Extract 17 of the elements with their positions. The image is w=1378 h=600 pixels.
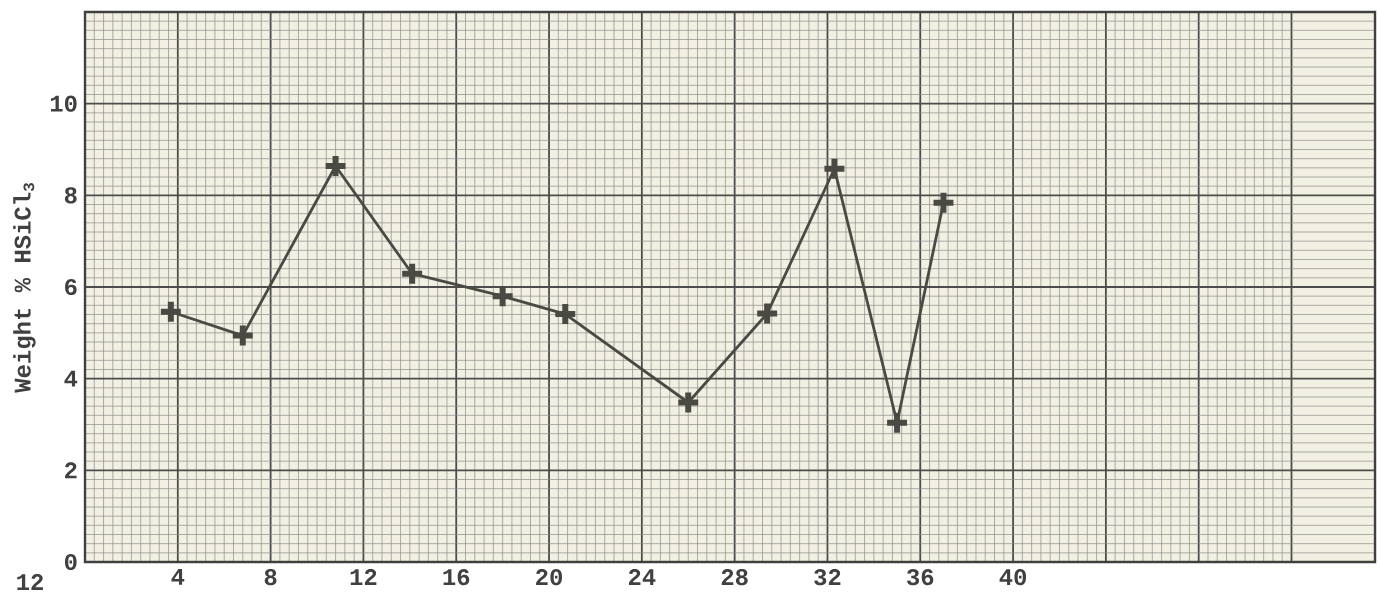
y-tick-label: 6: [65, 278, 77, 296]
y-tick-label: 8: [64, 187, 77, 204]
x-tick-label: 36: [907, 569, 934, 586]
y-tick-label: 0: [64, 553, 77, 571]
x-tick-label: 20: [536, 569, 562, 586]
x-tick-label: 32: [814, 569, 841, 586]
x-tick-label: 40: [999, 569, 1027, 586]
x-tick-label: 16: [443, 569, 470, 586]
y-tick-label: 10: [50, 95, 77, 112]
y-axis-title: Weight % HSiCl$_{3}$: [13, 183, 36, 393]
x-tick-label: 4: [171, 569, 185, 585]
x-tick-label: 24: [628, 569, 656, 586]
x-tick-label: 12: [350, 569, 377, 586]
x-tick-label: 28: [721, 569, 748, 586]
y-tick-label: 4: [64, 370, 78, 387]
x-tick-label: 8: [264, 569, 277, 586]
y-tick-label: 2: [65, 462, 77, 479]
